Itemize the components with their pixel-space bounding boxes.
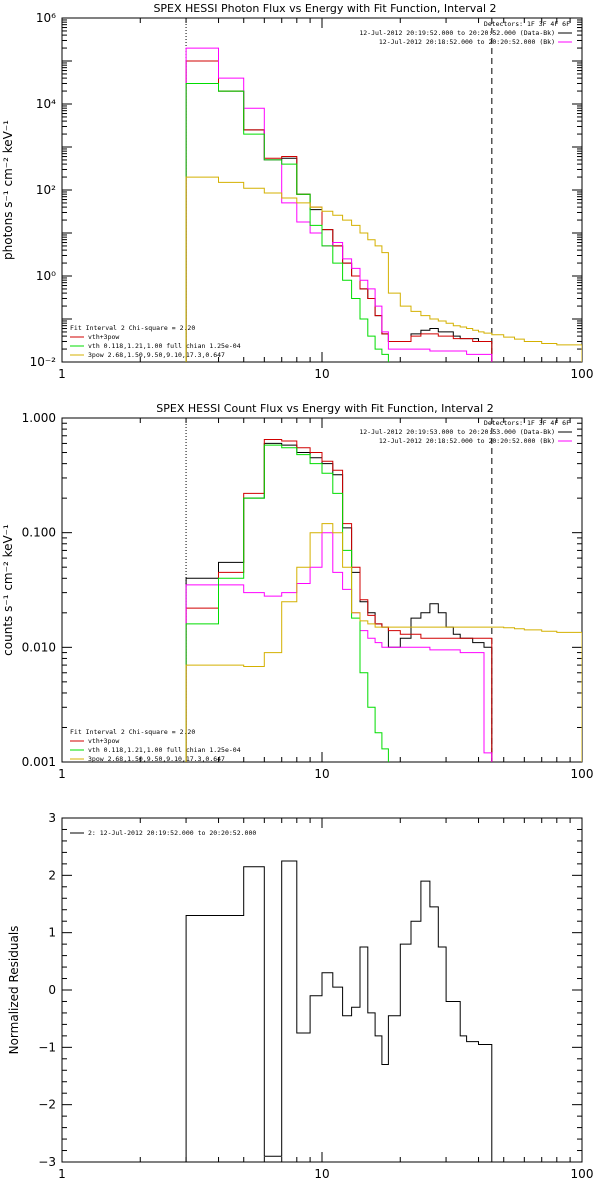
count-flux-title: SPEX HESSI Count Flux vs Energy with Fit… xyxy=(156,402,493,415)
residuals-panel: Normalized Residuals 2: 12-Jul-2012 20:1… xyxy=(7,829,256,1054)
plot-area-1: 1 10 100 10⁻² 10⁰ 10² 10⁴ 10⁶ xyxy=(30,11,594,381)
series-line-1 xyxy=(185,860,493,1162)
y-tick-label: −2 xyxy=(38,1098,56,1112)
x-tick-label: 100 xyxy=(571,767,594,781)
series-line-5 xyxy=(185,176,582,362)
photon-detectors: Detectors: 1F 3F 4F 6F xyxy=(484,20,570,28)
series-line-1 xyxy=(185,442,493,762)
y-tick-label: 0.001 xyxy=(22,755,56,769)
x-tick-label: 100 xyxy=(571,1167,594,1181)
photon-bk-interval: 12-Jul-2012 20:18:52.000 to 20:20:52.000… xyxy=(379,38,555,46)
series-line-2 xyxy=(185,439,493,762)
x-tick-label: 10 xyxy=(314,367,329,381)
x-tick-label: 1 xyxy=(58,367,66,381)
y-tick-label: −3 xyxy=(38,1155,56,1169)
residuals-legend: 2: 12-Jul-2012 20:19:52.000 to 20:20:52.… xyxy=(88,829,256,837)
y-tick-label: 0 xyxy=(48,983,56,997)
y-tick-label: 10⁶ xyxy=(36,11,56,25)
x-tick-label: 10 xyxy=(314,767,329,781)
plot-area-3: 1 10 100 −3 −2 −1 0 1 2 3 xyxy=(38,811,593,1181)
x-tick-label: 1 xyxy=(58,767,66,781)
photon-flux-ylabel: photons s⁻¹ cm⁻² keV⁻¹ xyxy=(1,120,15,260)
plot-area-2: 1 10 100 0.001 0.010 0.100 1.000 xyxy=(22,411,594,781)
photon-legend-red: vth+3pow xyxy=(88,333,119,341)
series-line-4 xyxy=(185,83,389,362)
count-flux-ylabel: counts s⁻¹ cm⁻² keV⁻¹ xyxy=(1,524,15,656)
count-data-interval: 12-Jul-2012 20:19:53.000 to 20:20:53.000… xyxy=(359,428,555,436)
series-line-3 xyxy=(185,47,493,362)
count-fit-info: Fit Interval 2 Chi-square = 2.20 xyxy=(70,728,195,736)
series-line-2 xyxy=(185,60,493,362)
x-tick-label: 1 xyxy=(58,1167,66,1181)
y-tick-label: 10⁴ xyxy=(36,97,56,111)
count-detectors: Detectors: 1F 3F 4F 6F xyxy=(484,419,570,427)
series-line-3 xyxy=(185,532,493,762)
series-line-1 xyxy=(185,60,493,362)
residuals-ylabel: Normalized Residuals xyxy=(7,926,21,1055)
y-tick-label: 10⁻² xyxy=(30,355,57,369)
x-tick-label: 100 xyxy=(571,367,594,381)
y-tick-label: 1 xyxy=(48,926,56,940)
photon-fit-info: Fit Interval 2 Chi-square = 2.20 xyxy=(70,324,195,332)
count-bk-interval: 12-Jul-2012 20:18:52.000 to 20:20:52.000… xyxy=(379,437,555,445)
y-tick-label: 2 xyxy=(48,868,56,882)
y-tick-label: 0.010 xyxy=(22,640,56,654)
count-flux-panel: SPEX HESSI Count Flux vs Energy with Fit… xyxy=(1,402,572,763)
y-tick-label: 10² xyxy=(36,183,56,197)
y-tick-label: 0.100 xyxy=(22,526,56,540)
photon-data-interval: 12-Jul-2012 20:19:52.000 to 20:20:52.000… xyxy=(359,29,555,37)
y-tick-label: 10⁰ xyxy=(36,269,56,283)
y-tick-label: 1.000 xyxy=(22,411,56,425)
photon-flux-title: SPEX HESSI Photon Flux vs Energy with Fi… xyxy=(153,2,496,15)
photon-flux-panel: SPEX HESSI Photon Flux vs Energy with Fi… xyxy=(1,2,572,359)
y-tick-label: −1 xyxy=(38,1040,56,1054)
series-line-4 xyxy=(185,444,389,762)
axes-frame xyxy=(61,17,583,363)
x-tick-label: 10 xyxy=(314,1167,329,1181)
y-tick-label: 3 xyxy=(48,811,56,825)
count-legend-green: vth 0.118,1.21,1.00 full chian 1.25e-04 xyxy=(88,746,241,754)
photon-legend-green: vth 0.118,1.21,1.00 full chian 1.25e-04 xyxy=(88,342,241,350)
count-legend-yellow: 3pow 2.68,1.50,9.50,9.10,17.3,0.647 xyxy=(88,755,225,763)
series-line-5 xyxy=(185,523,582,762)
photon-legend-yellow: 3pow 2.68,1.50,9.50,9.10,17.3,0.647 xyxy=(88,351,225,359)
count-legend-red: vth+3pow xyxy=(88,737,119,745)
